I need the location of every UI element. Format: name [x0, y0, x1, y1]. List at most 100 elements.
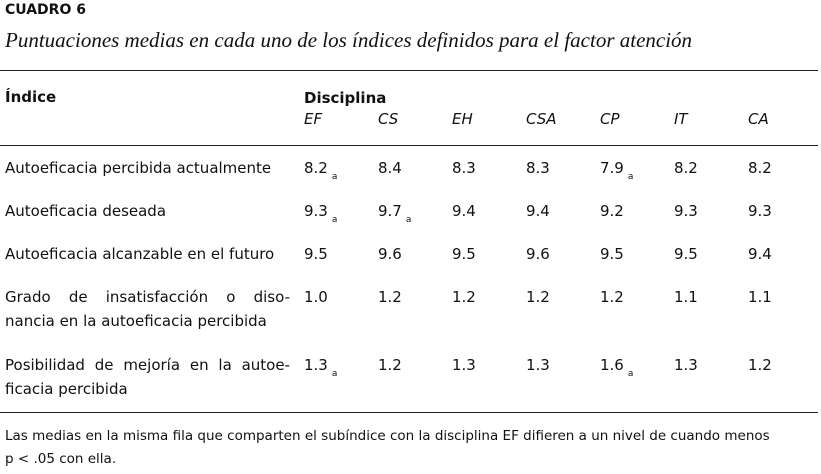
cell: 1.6 a	[600, 356, 633, 379]
cell: 1.2	[600, 288, 624, 306]
cell-value: 7.9	[600, 159, 624, 177]
cell: 9.4	[526, 202, 550, 220]
cell: 1.3	[526, 356, 550, 374]
cell-subscript: a	[405, 215, 412, 225]
row-label: ficacia percibida	[5, 380, 128, 398]
cell: 9.4	[748, 245, 772, 263]
cell-value: 1.2	[748, 356, 772, 374]
cell-value: 9.5	[452, 245, 476, 263]
footnote: Las medias en la misma fila que comparte…	[5, 428, 770, 444]
cell: 9.2	[600, 202, 624, 220]
cell: 1.3	[674, 356, 698, 374]
cell-value: 1.3	[674, 356, 698, 374]
cell-value: 9.4	[452, 202, 476, 220]
cell-value: 1.3	[526, 356, 550, 374]
cell-subscript: a	[331, 215, 338, 225]
cell-value: 1.3	[452, 356, 476, 374]
cell-value: 1.2	[526, 288, 550, 306]
cell: 9.4	[452, 202, 476, 220]
cell: 1.2	[452, 288, 476, 306]
cell: 9.5	[674, 245, 698, 263]
cell-value: 1.1	[748, 288, 772, 306]
cell: 8.2 a	[304, 159, 337, 182]
cell: 9.3 a	[304, 202, 337, 225]
cell: 1.2	[748, 356, 772, 374]
column-header: CP	[600, 110, 620, 128]
cell: 9.5	[600, 245, 624, 263]
cell: 1.2	[378, 288, 402, 306]
cell: 9.5	[304, 245, 328, 263]
cell-value: 1.0	[304, 288, 328, 306]
rule	[0, 70, 818, 71]
cell-value: 1.2	[378, 288, 402, 306]
column-header: CS	[378, 110, 399, 128]
cell-value: 9.3	[674, 202, 698, 220]
cell-value: 9.5	[304, 245, 328, 263]
cell: 1.3 a	[304, 356, 337, 379]
cell-value: 9.7	[378, 202, 402, 220]
cell: 9.3	[674, 202, 698, 220]
cell-value: 9.3	[748, 202, 772, 220]
cell-value: 1.3	[304, 356, 328, 374]
column-header: CSA	[526, 110, 557, 128]
cell: 9.6	[378, 245, 402, 263]
group-header: Disciplina	[304, 89, 387, 107]
cell: 1.3	[452, 356, 476, 374]
cell: 8.4	[378, 159, 402, 177]
cell-subscript: a	[627, 369, 634, 379]
cell: 8.2	[748, 159, 772, 177]
row-label: Autoeficacia alcanzable en el futuro	[5, 245, 275, 263]
row-label: Autoeficacia percibida actualmente	[5, 159, 272, 177]
cell-value: 8.2	[748, 159, 772, 177]
cell-value: 1.1	[674, 288, 698, 306]
index-header: Índice	[5, 88, 57, 106]
cell-value: 1.2	[600, 288, 624, 306]
cell-value: 1.6	[600, 356, 624, 374]
cell-subscript: a	[331, 172, 338, 182]
cell-value: 8.2	[304, 159, 328, 177]
cell: 8.2	[674, 159, 698, 177]
cell: 1.0	[304, 288, 328, 306]
cell: 1.1	[674, 288, 698, 306]
column-header: EH	[452, 110, 473, 128]
cell: 1.2	[378, 356, 402, 374]
row-label: Autoeficacia deseada	[5, 202, 167, 220]
row-label: Posibilidad de mejoría en la autoe-	[5, 356, 290, 374]
table-title: Puntuaciones medias en cada uno de los í…	[5, 28, 693, 52]
cell-value: 9.4	[526, 202, 550, 220]
cell: 7.9 a	[600, 159, 633, 182]
cell-value: 9.6	[378, 245, 402, 263]
cell-value: 1.2	[378, 356, 402, 374]
cell: 1.2	[526, 288, 550, 306]
column-header: EF	[304, 110, 323, 128]
cell-value: 8.2	[674, 159, 698, 177]
cell: 9.5	[452, 245, 476, 263]
cell: 8.3	[452, 159, 476, 177]
rule	[0, 412, 818, 413]
table-label: CUADRO 6	[5, 2, 86, 18]
row-label: nancia en la autoeficacia percibida	[5, 312, 267, 330]
cell-value: 9.3	[304, 202, 328, 220]
rule	[0, 145, 818, 146]
cell-value: 1.2	[452, 288, 476, 306]
cell: 8.3	[526, 159, 550, 177]
cell-value: 9.5	[674, 245, 698, 263]
cell-value: 8.3	[452, 159, 476, 177]
cell-value: 9.5	[600, 245, 624, 263]
cell-subscript: a	[331, 369, 338, 379]
cell-subscript: a	[627, 172, 634, 182]
cell-value: 9.6	[526, 245, 550, 263]
footnote: p < .05 con ella.	[5, 451, 117, 467]
cell: 9.7 a	[378, 202, 411, 225]
cell-value: 9.2	[600, 202, 624, 220]
cell-value: 8.4	[378, 159, 402, 177]
cell: 9.6	[526, 245, 550, 263]
row-label: Grado de insatisfacción o diso-	[5, 288, 290, 306]
cell: 9.3	[748, 202, 772, 220]
column-header: IT	[674, 110, 688, 128]
cell-value: 9.4	[748, 245, 772, 263]
cell: 1.1	[748, 288, 772, 306]
column-header: CA	[748, 110, 769, 128]
cell-value: 8.3	[526, 159, 550, 177]
